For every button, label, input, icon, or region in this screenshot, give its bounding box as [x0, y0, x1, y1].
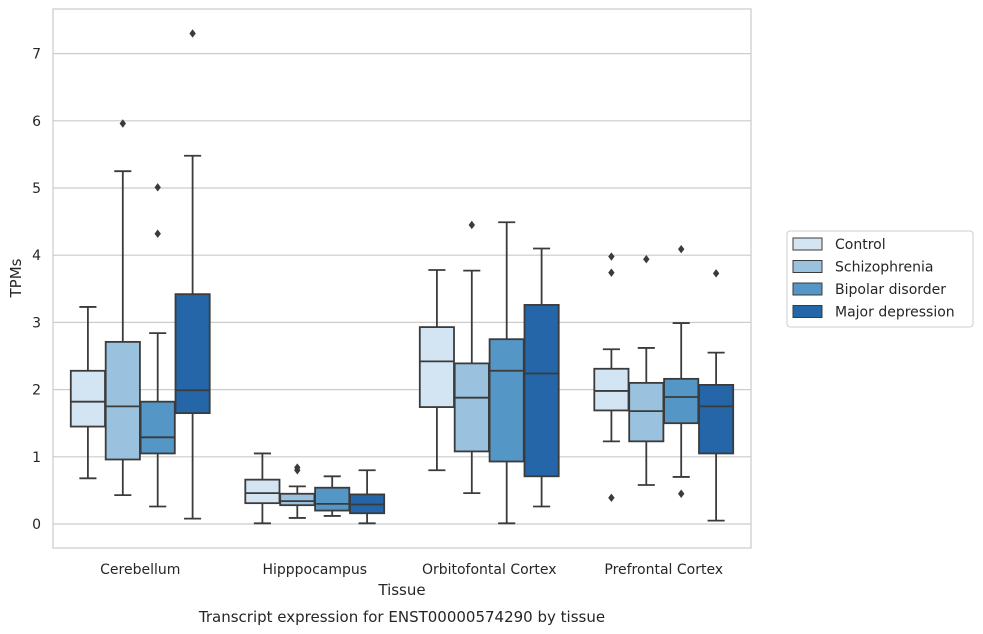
chart-caption: Transcript expression for ENST0000057429…	[198, 608, 605, 626]
y-tick-label: 0	[32, 517, 41, 533]
box-body	[663, 377, 700, 425]
outlier-point	[608, 493, 615, 502]
legend-swatch	[792, 282, 823, 296]
box-2-1	[453, 220, 490, 494]
box-1-2	[314, 475, 351, 517]
box-body	[69, 369, 106, 428]
box-3-1	[628, 255, 665, 486]
outlier-point	[189, 29, 196, 38]
x-tick-label: Cerebellum	[100, 562, 180, 578]
box-body	[244, 478, 281, 505]
box-body	[488, 338, 525, 463]
box-body	[139, 400, 176, 455]
outlier-point	[608, 268, 615, 277]
box-2-0	[418, 269, 455, 472]
legend: Control Schizophrenia Bipolar disorder Majo…	[786, 230, 974, 328]
outlier-point	[678, 244, 685, 254]
legend-frame	[786, 230, 974, 328]
box-body	[279, 492, 316, 507]
box-body	[453, 362, 490, 453]
legend-swatch	[792, 237, 823, 251]
outlier-point	[154, 183, 161, 192]
box-body	[628, 381, 665, 443]
box-1-3	[349, 469, 386, 525]
box-3-0	[593, 252, 630, 502]
legend-label: Major depression	[835, 305, 955, 321]
x-axis-ticks: Cerebellum Hipppocampus Orbitofontal Corte…	[100, 562, 723, 578]
outlier-point	[119, 119, 126, 128]
outlier-point	[712, 269, 720, 278]
box-body	[523, 304, 560, 478]
legend-label: Control	[835, 237, 886, 253]
box-body	[174, 293, 211, 415]
box-1-1	[279, 463, 316, 519]
legend-swatch	[792, 305, 823, 318]
box-2-2	[488, 221, 525, 525]
box-0-3	[174, 29, 211, 520]
boxes-layer	[69, 29, 735, 525]
y-tick-label: 7	[32, 47, 41, 63]
box-body	[593, 367, 630, 412]
box-body	[698, 383, 735, 455]
box-body	[314, 486, 351, 512]
y-tick-label: 6	[32, 114, 41, 130]
outlier-point	[154, 229, 161, 238]
grid-lines	[53, 52, 751, 525]
box-body	[418, 326, 455, 408]
y-axis-label: TPMs	[7, 258, 25, 298]
box-3-3	[698, 269, 735, 522]
outlier-point	[643, 255, 650, 264]
y-tick-label: 4	[32, 248, 41, 264]
outlier-point	[468, 220, 475, 230]
x-tick-label: Hipppocampus	[262, 562, 367, 578]
x-tick-label: Prefrontal Cortex	[604, 562, 723, 578]
y-axis-ticks: 0 1 2 3 4 5 6 7	[32, 47, 41, 533]
y-tick-label: 1	[32, 450, 41, 466]
legend-label: Bipolar disorder	[835, 282, 946, 298]
outlier-point	[608, 252, 615, 261]
legend-label: Schizophrenia	[835, 260, 933, 276]
box-1-0	[244, 452, 281, 525]
box-2-3	[523, 247, 560, 508]
y-tick-label: 5	[32, 181, 41, 197]
plot-area-frame	[52, 8, 752, 549]
box-body	[104, 340, 141, 461]
outlier-point	[294, 463, 301, 472]
x-axis-label: Tissue	[377, 581, 425, 599]
outlier-point	[678, 489, 685, 498]
box-0-2	[139, 183, 176, 508]
x-tick-label: Orbitofontal Cortex	[422, 562, 557, 578]
legend-swatch	[792, 260, 823, 273]
box-3-2	[663, 244, 700, 498]
box-0-0	[69, 306, 106, 480]
box-0-1	[104, 119, 141, 497]
y-tick-label: 2	[32, 383, 41, 399]
y-tick-label: 3	[32, 315, 41, 331]
